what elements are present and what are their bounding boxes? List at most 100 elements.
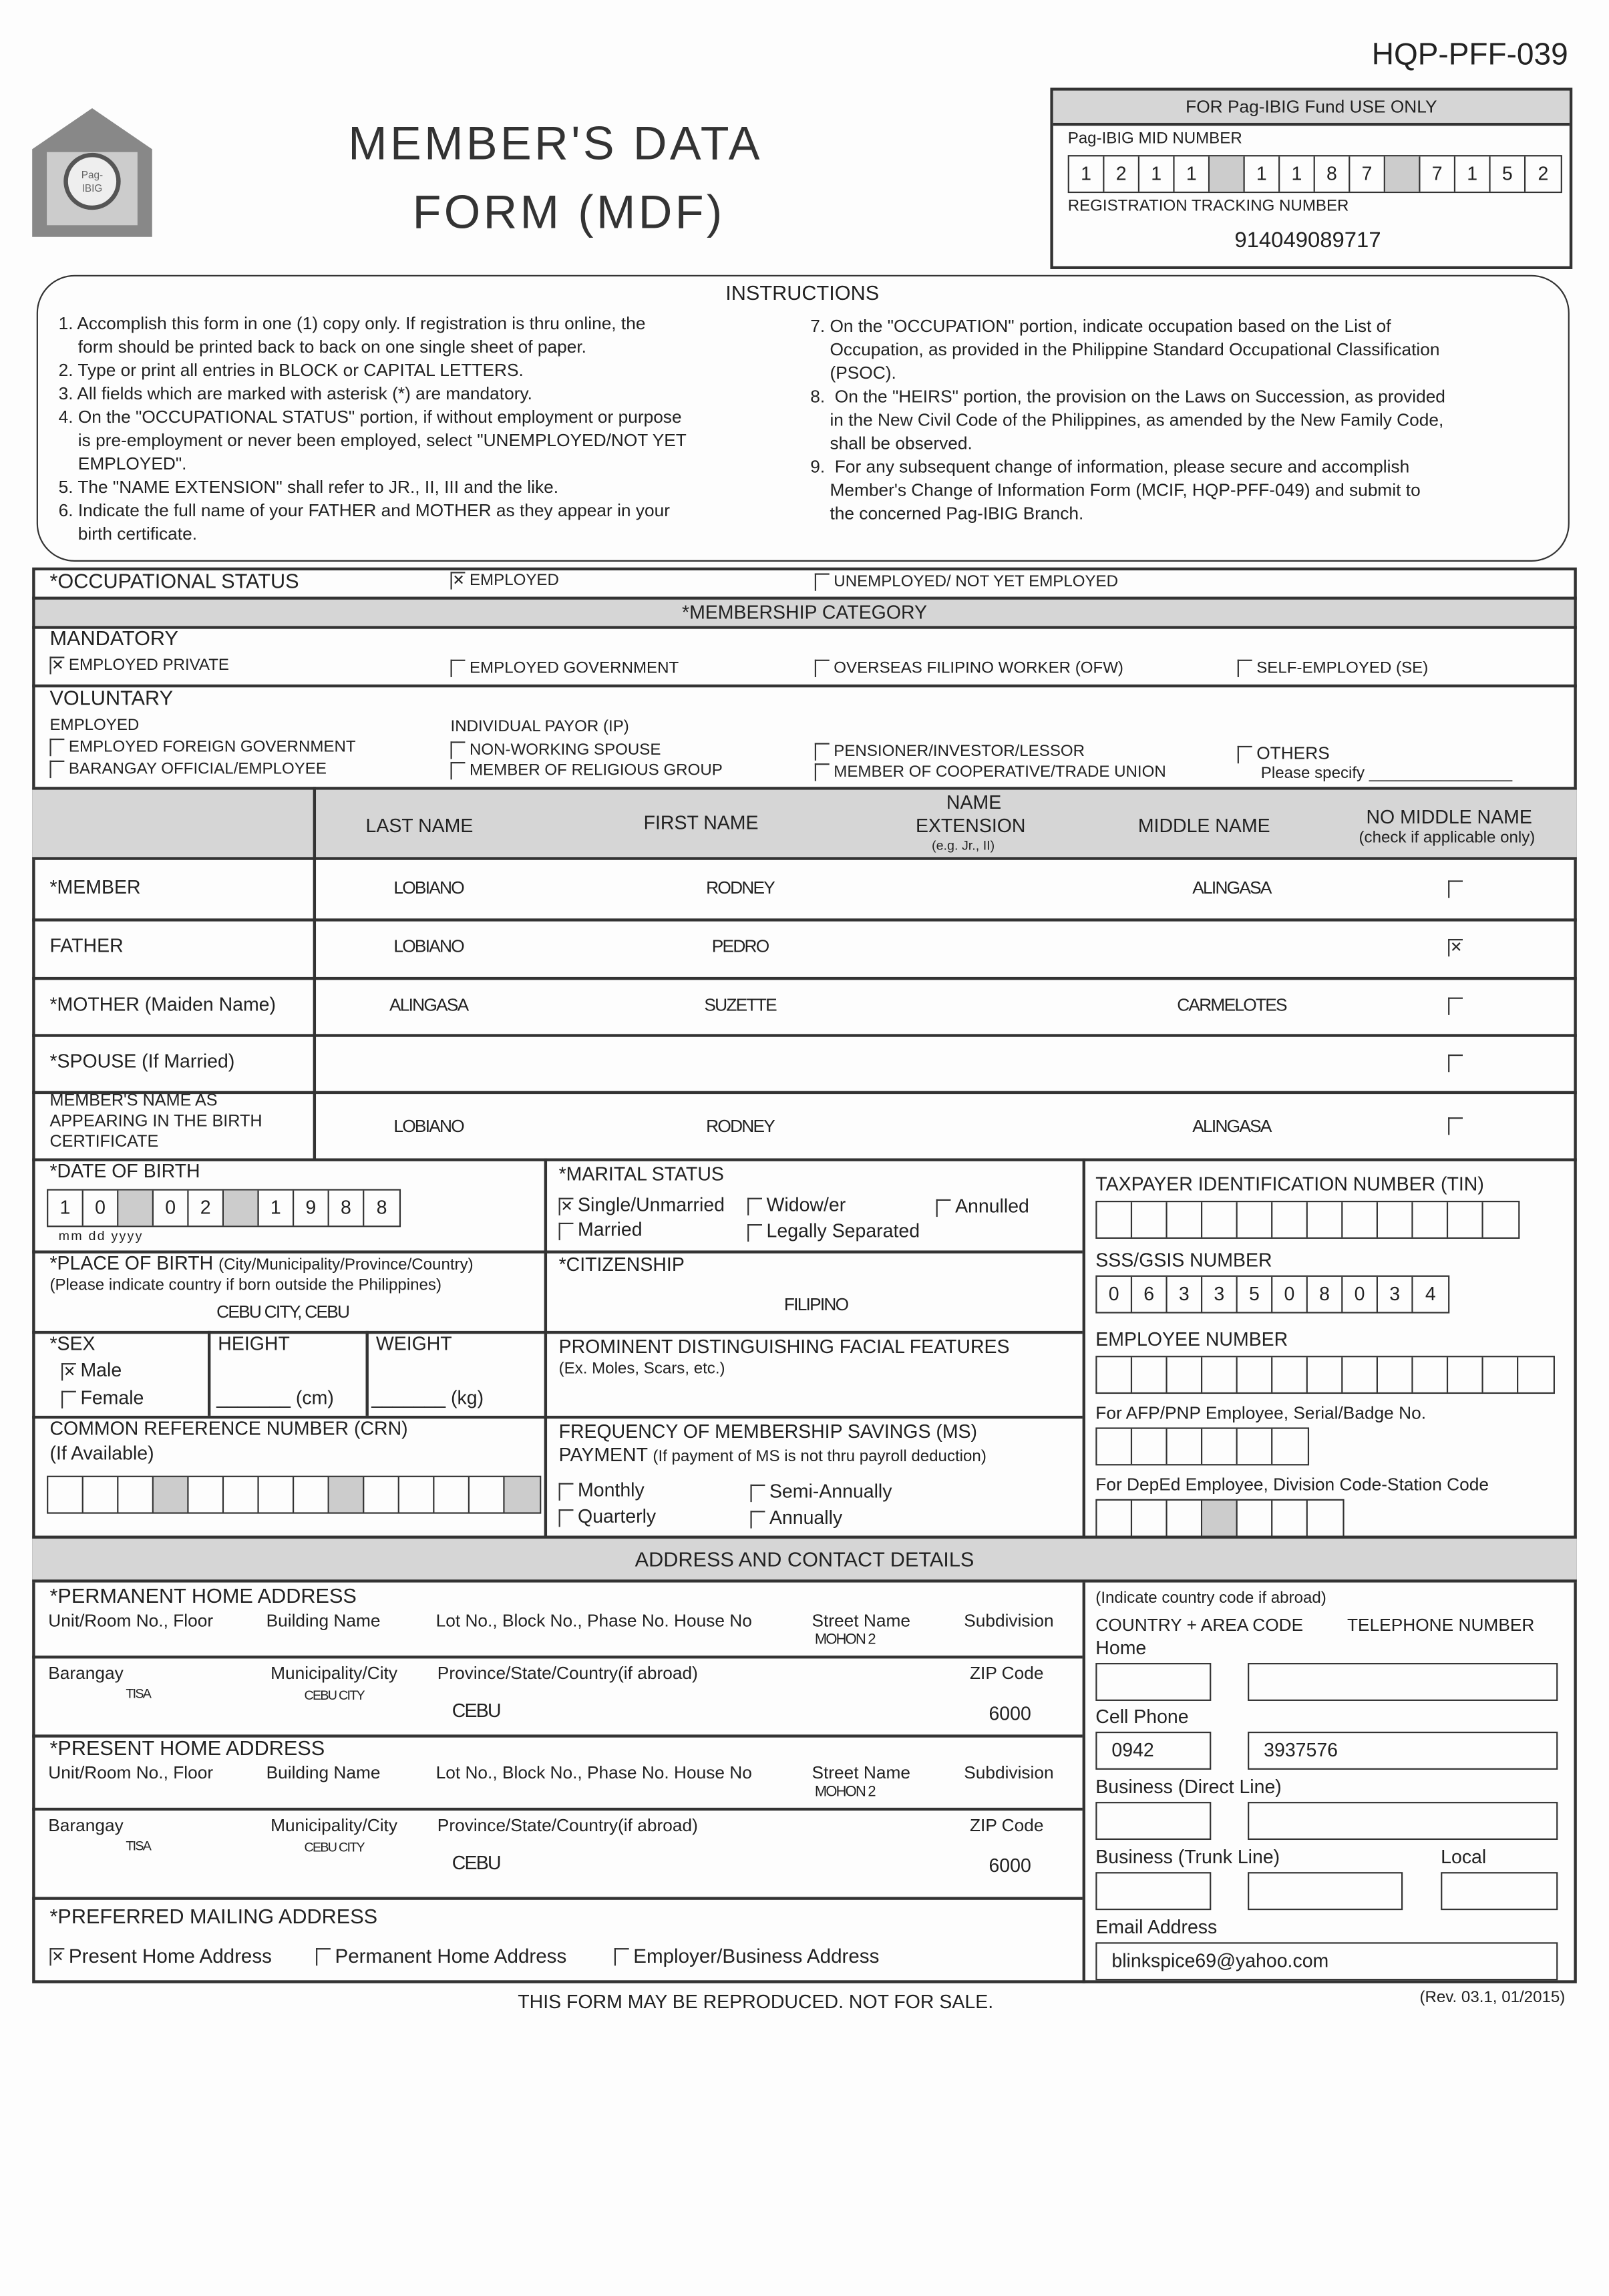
voluntary-option-checkbox[interactable] [49, 761, 65, 779]
ms-option[interactable]: Quarterly [558, 1505, 656, 1527]
name-first[interactable]: PEDRO [711, 936, 769, 957]
preferred-option[interactable]: ✕ Present Home Address [49, 1945, 272, 1967]
name-first[interactable]: RODNEY [706, 878, 775, 898]
mandatory-option[interactable]: ✕ EMPLOYED PRIVATE [49, 656, 229, 675]
voluntary-option[interactable]: MEMBER OF RELIGIOUS GROUP [450, 762, 723, 780]
name-last[interactable]: LOBIANO [393, 936, 464, 957]
voluntary-option[interactable]: NON-WORKING SPOUSE [450, 741, 661, 759]
ms-option[interactable]: Annually [750, 1507, 842, 1529]
ms-option-checkbox[interactable] [558, 1482, 574, 1500]
preferred-option-checkbox[interactable] [614, 1949, 629, 1967]
name-middle[interactable]: ALINGASA [1192, 878, 1272, 898]
mandatory-option-checkbox[interactable] [1237, 659, 1252, 678]
mandatory-option-checkbox[interactable]: ✕ [49, 656, 65, 675]
permanent-barangay[interactable]: TISA [126, 1686, 152, 1701]
checkbox-male[interactable]: ✕ [61, 1362, 76, 1380]
checkbox-unemployed[interactable] [814, 573, 830, 591]
name-middle[interactable]: CARMELOTES [1177, 994, 1287, 1015]
name-last[interactable]: ALINGASA [389, 994, 469, 1015]
voluntary-option-checkbox[interactable] [814, 743, 830, 761]
ms-option[interactable]: Semi-Annually [750, 1480, 892, 1502]
business-direct-code[interactable] [1095, 1802, 1212, 1841]
permanent-zip[interactable]: 6000 [989, 1702, 1031, 1725]
present-zip[interactable]: 6000 [989, 1854, 1031, 1877]
no-middle-name-checkbox[interactable]: ✕ [1448, 938, 1463, 957]
sex-male[interactable]: ✕ Male [61, 1359, 122, 1380]
occ-employed[interactable]: ✕ EMPLOYED [450, 572, 559, 590]
preferred-option-checkbox[interactable] [316, 1949, 331, 1967]
name-middle[interactable]: ALINGASA [1192, 1115, 1272, 1137]
present-province[interactable]: CEBU [452, 1851, 502, 1874]
email-field[interactable]: blinkspice69@yahoo.com [1095, 1942, 1558, 1981]
permanent-city[interactable]: CEBU CITY [304, 1688, 365, 1703]
ms-option-checkbox[interactable] [558, 1509, 574, 1527]
name-first[interactable]: SUZETTE [704, 994, 777, 1015]
business-trunk-number[interactable] [1248, 1872, 1403, 1911]
no-middle-name-checkbox[interactable] [1448, 880, 1463, 898]
home-telephone[interactable] [1248, 1663, 1558, 1701]
voluntary-option-checkbox[interactable] [450, 741, 466, 759]
present-barangay[interactable]: TISA [126, 1838, 152, 1853]
permanent-province[interactable]: CEBU [452, 1699, 502, 1722]
checkbox-employed[interactable]: ✕ [450, 572, 466, 590]
marital-option[interactable]: Legally Separated [747, 1219, 920, 1241]
checkbox-female[interactable] [61, 1390, 76, 1408]
cell-number[interactable]: 3937576 [1248, 1731, 1558, 1770]
voluntary-option-checkbox[interactable] [1237, 745, 1252, 763]
mandatory-option-checkbox[interactable] [814, 659, 830, 678]
afp-field[interactable] [1095, 1427, 1310, 1466]
marital-option[interactable]: Widow/er [747, 1193, 846, 1215]
voluntary-option[interactable]: BARANGAY OFFICIAL/EMPLOYEE [49, 761, 327, 779]
marital-option[interactable]: ✕ Single/Unmarried [558, 1193, 725, 1215]
mandatory-option[interactable]: OVERSEAS FILIPINO WORKER (OFW) [814, 659, 1123, 678]
permanent-street[interactable]: MOHON 2 [814, 1632, 876, 1649]
marital-option-checkbox[interactable] [558, 1221, 574, 1240]
marital-option[interactable]: Married [558, 1218, 643, 1240]
sex-female[interactable]: Female [61, 1386, 144, 1408]
ms-option-checkbox[interactable] [750, 1483, 765, 1502]
marital-option-checkbox[interactable] [747, 1197, 762, 1215]
mandatory-option[interactable]: SELF-EMPLOYED (SE) [1237, 659, 1428, 678]
voluntary-option-checkbox[interactable] [450, 762, 466, 780]
no-middle-name-checkbox[interactable] [1448, 997, 1463, 1015]
mandatory-option[interactable]: EMPLOYED GOVERNMENT [450, 659, 679, 678]
weight-field[interactable]: _______ (kg) [371, 1386, 484, 1408]
others-specify[interactable]: Please specify ________________ [1260, 765, 1513, 783]
voluntary-option[interactable]: MEMBER OF COOPERATIVE/TRADE UNION [814, 763, 1166, 781]
present-city[interactable]: CEBU CITY [304, 1840, 365, 1855]
voluntary-option[interactable]: OTHERS [1237, 743, 1330, 763]
name-last[interactable]: LOBIANO [393, 1115, 464, 1137]
preferred-option-checkbox[interactable]: ✕ [49, 1949, 65, 1967]
citizenship-value[interactable]: FILIPINO [783, 1294, 849, 1315]
name-first[interactable]: RODNEY [706, 1115, 775, 1137]
preferred-option[interactable]: Employer/Business Address [614, 1945, 879, 1967]
crn-field[interactable] [47, 1475, 542, 1514]
voluntary-option[interactable]: EMPLOYED FOREIGN GOVERNMENT [49, 739, 356, 757]
preferred-option[interactable]: Permanent Home Address [316, 1945, 566, 1967]
business-trunk-code[interactable] [1095, 1872, 1212, 1911]
voluntary-option[interactable]: PENSIONER/INVESTOR/LESSOR [814, 743, 1085, 761]
ms-option[interactable]: Monthly [558, 1479, 645, 1501]
marital-option-checkbox[interactable] [936, 1198, 951, 1217]
name-last[interactable]: LOBIANO [393, 878, 464, 898]
cell-code[interactable]: 0942 [1095, 1731, 1212, 1770]
present-street[interactable]: MOHON 2 [814, 1784, 876, 1800]
local-number[interactable] [1441, 1872, 1558, 1911]
voluntary-option-checkbox[interactable] [49, 739, 65, 757]
mandatory-option-checkbox[interactable] [450, 659, 466, 678]
pob-value[interactable]: CEBU CITY, CEBU [216, 1302, 350, 1322]
height-field[interactable]: _______ (cm) [216, 1386, 334, 1408]
home-area-code[interactable] [1095, 1663, 1212, 1701]
employee-no-field[interactable] [1095, 1356, 1555, 1394]
deped-field[interactable] [1095, 1499, 1345, 1537]
no-middle-name-checkbox[interactable] [1448, 1054, 1463, 1073]
business-direct-number[interactable] [1248, 1802, 1558, 1841]
tin-field[interactable] [1095, 1200, 1520, 1239]
marital-option-checkbox[interactable] [747, 1223, 762, 1241]
ms-option-checkbox[interactable] [750, 1510, 765, 1528]
no-middle-name-checkbox[interactable] [1448, 1117, 1463, 1135]
marital-option[interactable]: Annulled [936, 1195, 1029, 1217]
voluntary-option-checkbox[interactable] [814, 763, 830, 781]
